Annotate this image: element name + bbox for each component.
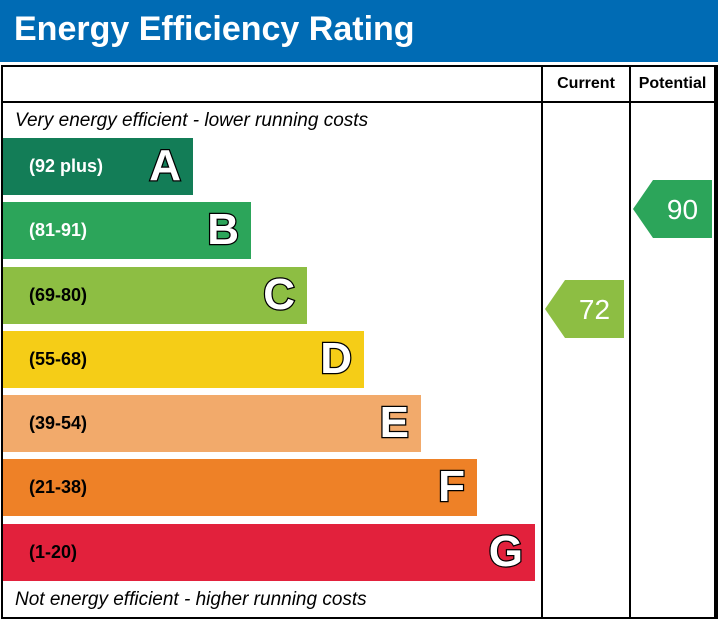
top-note: Very energy efficient - lower running co…	[15, 110, 369, 131]
band-bar-d: (55-68) D	[3, 331, 364, 388]
band-letter: C	[262, 269, 296, 321]
band-letter: G	[488, 526, 525, 578]
divider	[1, 101, 718, 103]
band-range: (1-20)	[29, 542, 78, 562]
divider	[714, 65, 716, 619]
divider	[629, 65, 631, 619]
band-letter: D	[319, 333, 353, 385]
band-letter: B	[206, 204, 240, 256]
header-bar: Energy Efficiency Rating	[0, 0, 718, 62]
column-header-current: Current	[557, 75, 615, 92]
divider	[541, 65, 543, 619]
band-bar-c: (69-80) C	[3, 267, 307, 324]
band-range: (69-80)	[29, 285, 88, 305]
bottom-note: Not energy efficient - higher running co…	[15, 589, 367, 610]
chart-title: Energy Efficiency Rating	[14, 10, 415, 48]
band-bar-a: (92 plus) A	[3, 138, 193, 195]
band-letter: A	[148, 140, 182, 192]
column-header-potential: Potential	[638, 75, 707, 92]
current-rating-value: 72	[578, 294, 611, 325]
potential-rating-value: 90	[666, 194, 699, 225]
band-letter: E	[378, 397, 410, 449]
band-bar-g: (1-20) G	[3, 524, 535, 581]
band-range: (81-91)	[29, 220, 88, 240]
band-range: (21-38)	[29, 477, 88, 497]
potential-rating-arrow: 90	[633, 180, 712, 238]
rating-table	[1, 65, 718, 619]
band-bar-b: (81-91) B	[3, 202, 251, 259]
band-bar-f: (21-38) F	[3, 459, 477, 516]
band-range: (55-68)	[29, 349, 88, 369]
band-letter: F	[437, 461, 466, 513]
band-bar-e: (39-54) E	[3, 395, 421, 452]
band-range: (92 plus)	[29, 156, 104, 176]
band-range: (39-54)	[29, 413, 88, 433]
